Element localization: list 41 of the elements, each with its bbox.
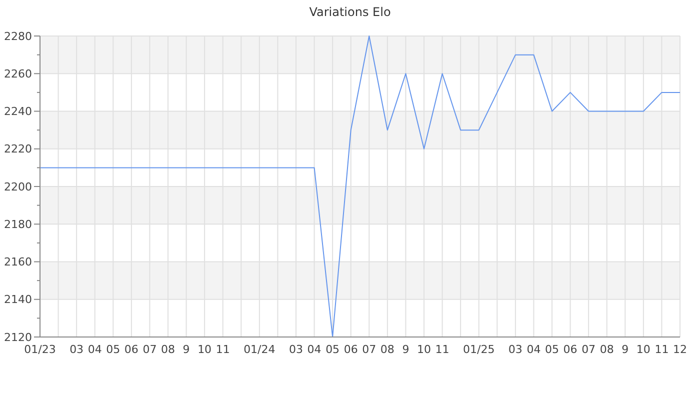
x-tick-label: 08	[600, 343, 614, 356]
x-tick-label: 9	[182, 343, 190, 356]
x-tick-label: 01/25	[463, 343, 495, 356]
y-tick-label: 2140	[4, 293, 32, 306]
x-tick-label: 12	[673, 343, 687, 356]
x-tick-label: 03	[289, 343, 303, 356]
x-tick-label: 06	[124, 343, 138, 356]
x-tick-label: 05	[106, 343, 120, 356]
x-tick-label: 01/24	[244, 343, 276, 356]
x-tick-label: 10	[636, 343, 650, 356]
x-tick-label: 03	[70, 343, 84, 356]
x-tick-label: 07	[362, 343, 376, 356]
x-tick-label: 9	[622, 343, 629, 356]
x-tick-label: 04	[307, 343, 322, 356]
y-tick-label: 2240	[4, 105, 32, 118]
chart-title: Variations Elo	[309, 5, 391, 19]
x-tick-label: 10	[198, 343, 212, 356]
x-tick-label: 07	[582, 343, 596, 356]
x-tick-label: 08	[161, 343, 175, 356]
y-tick-label: 2180	[4, 218, 32, 231]
x-tick-label: 04	[526, 343, 541, 356]
x-tick-label: 08	[380, 343, 394, 356]
x-tick-label: 11	[435, 343, 450, 356]
x-tick-label: 04	[88, 343, 102, 356]
y-tick-label: 2200	[4, 180, 32, 194]
y-tick-label: 2220	[4, 142, 32, 156]
x-tick-label: 11	[654, 343, 669, 356]
x-tick-label: 06	[344, 343, 358, 356]
x-tick-label: 11	[216, 343, 230, 356]
x-tick-label: 06	[563, 343, 578, 356]
x-tick-label: 10	[417, 343, 431, 356]
y-tick-label: 2160	[4, 256, 32, 269]
x-tick-label: 05	[545, 343, 559, 356]
x-tick-label: 9	[402, 343, 410, 356]
x-tick-label: 05	[326, 343, 340, 356]
x-tick-label: 07	[142, 343, 157, 356]
y-tick-label: 2280	[4, 30, 32, 43]
x-tick-label: 03	[508, 343, 522, 356]
y-tick-label: 2120	[4, 330, 32, 344]
x-tick-label: 01/23	[24, 343, 56, 356]
y-tick-label: 2260	[4, 67, 32, 80]
